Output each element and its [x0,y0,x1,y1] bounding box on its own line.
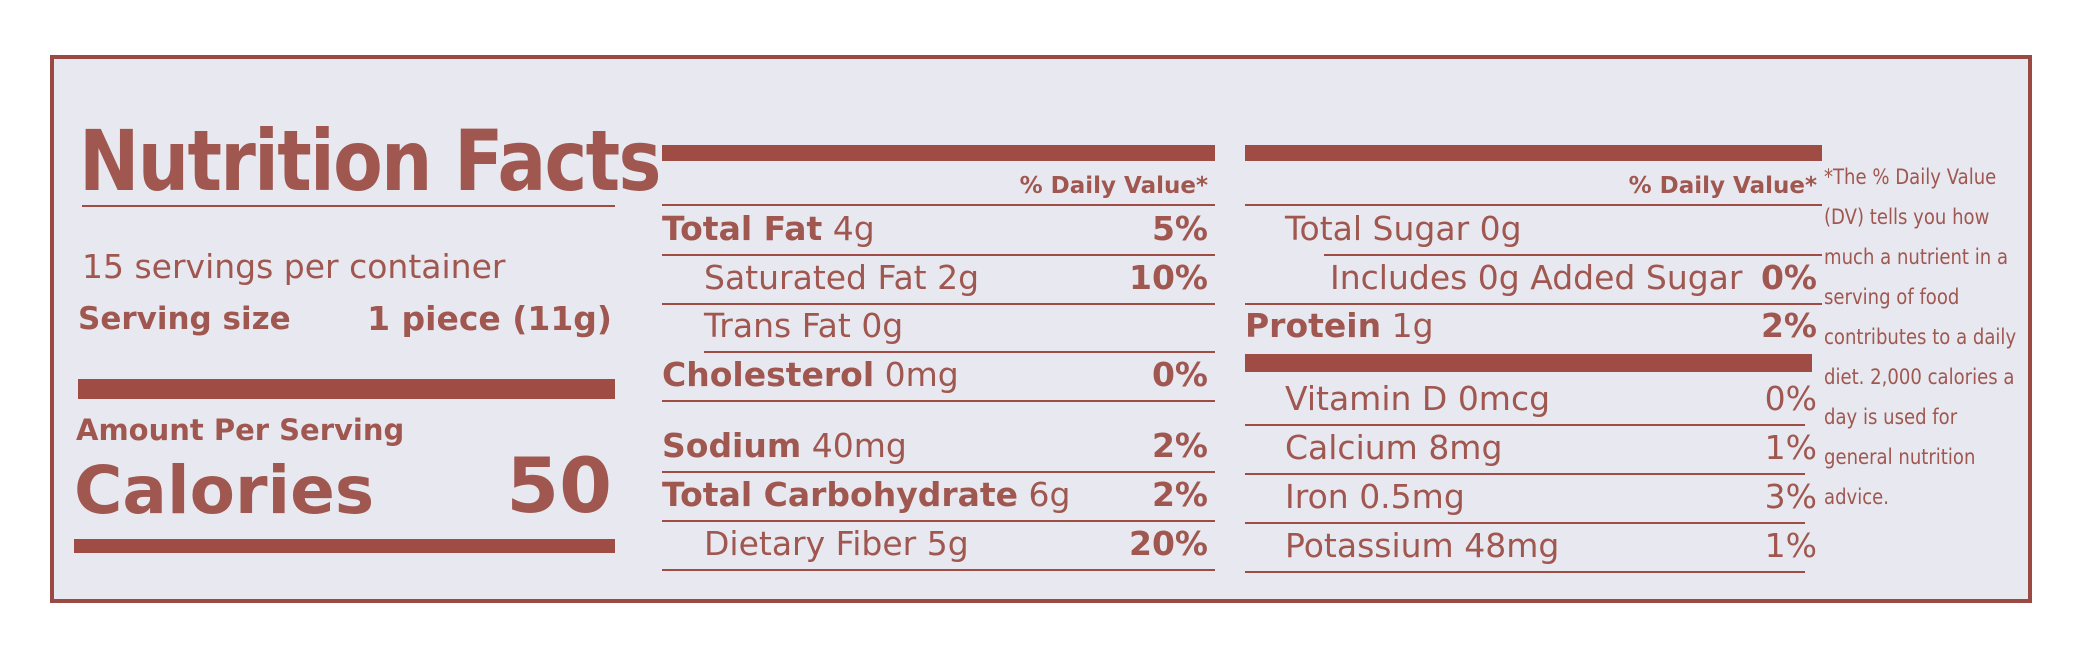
nutrient-row: Includes 0g Added Sugar [1330,258,1742,298]
nutrient-row: Potassium 48mg [1285,526,1559,566]
nutrient-name: Trans Fat [704,306,851,345]
footnote-line: advice. [1824,485,1890,509]
row-divider [1245,424,1805,426]
row-divider [1245,303,1822,305]
footnote-line: *The % Daily Value [1824,165,1997,189]
nutrient-name: Cholesterol [662,355,875,394]
row-divider [1245,571,1805,573]
footnote-line: day is used for [1824,405,1958,429]
col2-divider [1245,204,1822,206]
nutrient-row: Saturated Fat 2g [704,258,979,298]
nutrient-amount: 1g [1391,306,1434,345]
nutrient-amount: 0.5mg [1359,477,1465,516]
label-title: Nutrition Facts [79,112,661,210]
nutrient-row: Total Carbohydrate 6g [662,475,1070,515]
footnote-line: (DV) tells you how [1824,205,1990,229]
nutrient-amount: 6g [1028,475,1071,514]
col1-dv-header: % Daily Value* [1019,173,1208,199]
col1-divider [662,204,1215,206]
nutrient-row: Total Sugar 0g [1285,209,1522,249]
row-divider [1245,473,1805,475]
nutrient-name: Total Fat [662,209,823,248]
servings-per-container: 15 servings per container [82,247,506,286]
row-divider [662,303,1215,305]
nutrient-amount: 5g [926,524,969,563]
nutrient-row: Dietary Fiber 5g [704,524,969,564]
daily-value-percent: 0% [1760,258,1817,297]
row-divider [662,471,1215,473]
nutrition-facts-panel: Nutrition Facts 15 servings per containe… [50,55,2032,603]
daily-value-percent: 2% [1151,426,1208,465]
col1-top-bar [662,145,1215,161]
daily-value-percent: 1% [1764,428,1817,467]
row-divider [662,520,1215,522]
thick-bar-1 [78,379,615,399]
nutrient-amount: 48mg [1464,526,1560,565]
daily-value-percent: 5% [1151,209,1208,248]
footnote-line: serving of food [1824,285,1960,309]
nutrient-name: Vitamin D [1285,379,1448,418]
nutrient-row: Cholesterol 0mg [662,355,959,395]
col2-dv-header: % Daily Value* [1628,173,1817,199]
calories-value: 50 [506,441,612,530]
nutrient-name: Calcium [1285,428,1418,467]
nutrient-amount: 0g [1479,209,1522,248]
nutrient-name: Total Carbohydrate [662,475,1019,514]
nutrient-name: Potassium [1285,526,1454,565]
col2-top-bar [1245,145,1822,161]
daily-value-percent: 3% [1764,477,1817,516]
nutrient-name: Total Sugar [1285,209,1470,248]
nutrient-amount: 4g [832,209,875,248]
nutrient-name: Protein [1245,306,1382,345]
footnote-line: general nutrition [1824,445,1976,469]
nutrient-name: Saturated Fat [704,258,927,297]
daily-value-percent: 10% [1129,258,1208,297]
nutrient-name: Iron [1285,477,1349,516]
serving-size-value: 1 piece (11g) [367,299,612,338]
row-divider [704,351,1215,353]
footnote-line: much a nutrient in a [1824,245,2009,269]
nutrient-row: Trans Fat 0g [704,306,903,346]
nutrient-amount: 0mcg [1457,379,1551,418]
nutrient-name: Dietary Fiber [704,524,917,563]
nutrient-name: Includes 0g Added Sugar [1330,258,1743,297]
nutrient-row: Vitamin D 0mcg [1285,379,1550,419]
row-divider [1245,522,1805,524]
daily-value-percent: 2% [1760,306,1817,345]
daily-value-percent: 2% [1151,475,1208,514]
calories-label: Calories [74,452,375,529]
daily-value-percent: 0% [1151,355,1208,394]
daily-value-percent: 20% [1129,524,1208,563]
thick-bar-protein [1245,354,1812,372]
footnote: *The % Daily Value (DV) tells you how mu… [1824,157,2017,517]
nutrient-amount: 40mg [811,426,907,465]
nutrient-row: Iron 0.5mg [1285,477,1465,517]
row-divider [662,569,1215,571]
nutrient-row: Protein 1g [1245,306,1434,346]
row-divider [662,254,1215,256]
serving-size-label: Serving size [78,301,291,337]
title-divider [82,205,615,207]
footnote-line: diet. 2,000 calories a [1824,365,2015,389]
daily-value-percent: 0% [1764,379,1817,418]
footnote-line: contributes to a daily [1824,325,2017,349]
nutrient-amount: 2g [937,258,980,297]
row-divider [662,400,1215,402]
nutrient-row: Sodium 40mg [662,426,907,466]
nutrient-amount: 8mg [1428,428,1503,467]
amount-per-serving: Amount Per Serving [76,413,405,447]
nutrient-amount: 0g [861,306,904,345]
daily-value-percent: 1% [1764,526,1817,565]
thick-bar-2 [74,539,615,553]
row-divider [1324,254,1822,256]
nutrient-name: Sodium [662,426,802,465]
nutrient-row: Calcium 8mg [1285,428,1502,468]
nutrient-row: Total Fat 4g [662,209,875,249]
nutrient-amount: 0mg [884,355,959,394]
